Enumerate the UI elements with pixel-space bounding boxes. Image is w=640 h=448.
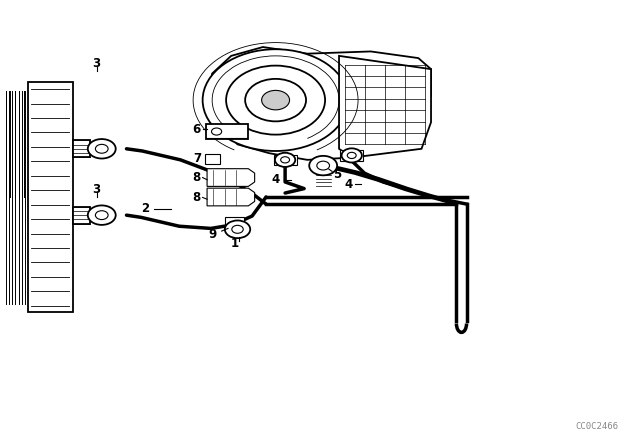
Circle shape: [342, 148, 362, 163]
Circle shape: [317, 161, 330, 170]
Bar: [28, 82, 72, 313]
Text: 9: 9: [208, 228, 216, 241]
Bar: [274, 155, 296, 165]
Text: 4: 4: [344, 178, 353, 191]
Circle shape: [309, 156, 337, 175]
Circle shape: [88, 139, 116, 159]
Text: 8: 8: [192, 171, 200, 184]
Circle shape: [232, 225, 243, 233]
Text: 2: 2: [141, 202, 150, 215]
Circle shape: [226, 65, 325, 135]
Bar: [72, 140, 90, 157]
Circle shape: [225, 220, 250, 238]
Text: 3: 3: [93, 57, 100, 70]
Circle shape: [211, 128, 221, 135]
Text: 8: 8: [192, 191, 200, 204]
Circle shape: [203, 49, 349, 151]
Bar: [72, 207, 90, 224]
Bar: [340, 150, 363, 161]
Circle shape: [88, 206, 116, 225]
Text: 4: 4: [271, 173, 280, 186]
Circle shape: [95, 211, 108, 220]
Text: 7: 7: [193, 151, 202, 164]
Text: 5: 5: [333, 168, 341, 181]
Circle shape: [275, 153, 295, 167]
Text: 1: 1: [230, 237, 239, 250]
Text: CC0C2466: CC0C2466: [575, 422, 618, 431]
Polygon shape: [207, 169, 255, 186]
Polygon shape: [339, 56, 431, 158]
Bar: [225, 217, 244, 225]
Circle shape: [348, 152, 356, 159]
Polygon shape: [209, 47, 431, 160]
Text: 6: 6: [192, 123, 200, 136]
Circle shape: [281, 157, 289, 163]
Circle shape: [95, 144, 108, 153]
Text: 3: 3: [93, 183, 100, 196]
FancyBboxPatch shape: [206, 124, 248, 139]
Circle shape: [262, 90, 289, 110]
Circle shape: [245, 79, 306, 121]
Polygon shape: [207, 188, 255, 206]
Bar: [205, 154, 220, 164]
